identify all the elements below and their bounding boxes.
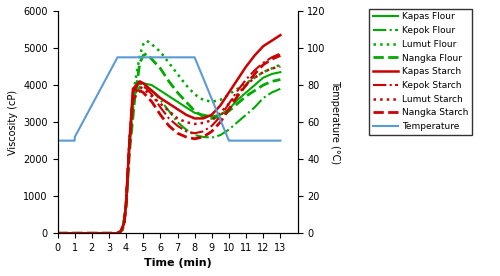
X-axis label: Time (min): Time (min) (144, 259, 212, 269)
Legend: Kapas Flour, Kepok Flour, Lumut Flour, Nangka Flour, Kapas Starch, Kepok Starch,: Kapas Flour, Kepok Flour, Lumut Flour, N… (369, 9, 472, 135)
Y-axis label: Viscosity (cP): Viscosity (cP) (8, 90, 18, 155)
Y-axis label: Temperature (°C): Temperature (°C) (330, 80, 340, 164)
